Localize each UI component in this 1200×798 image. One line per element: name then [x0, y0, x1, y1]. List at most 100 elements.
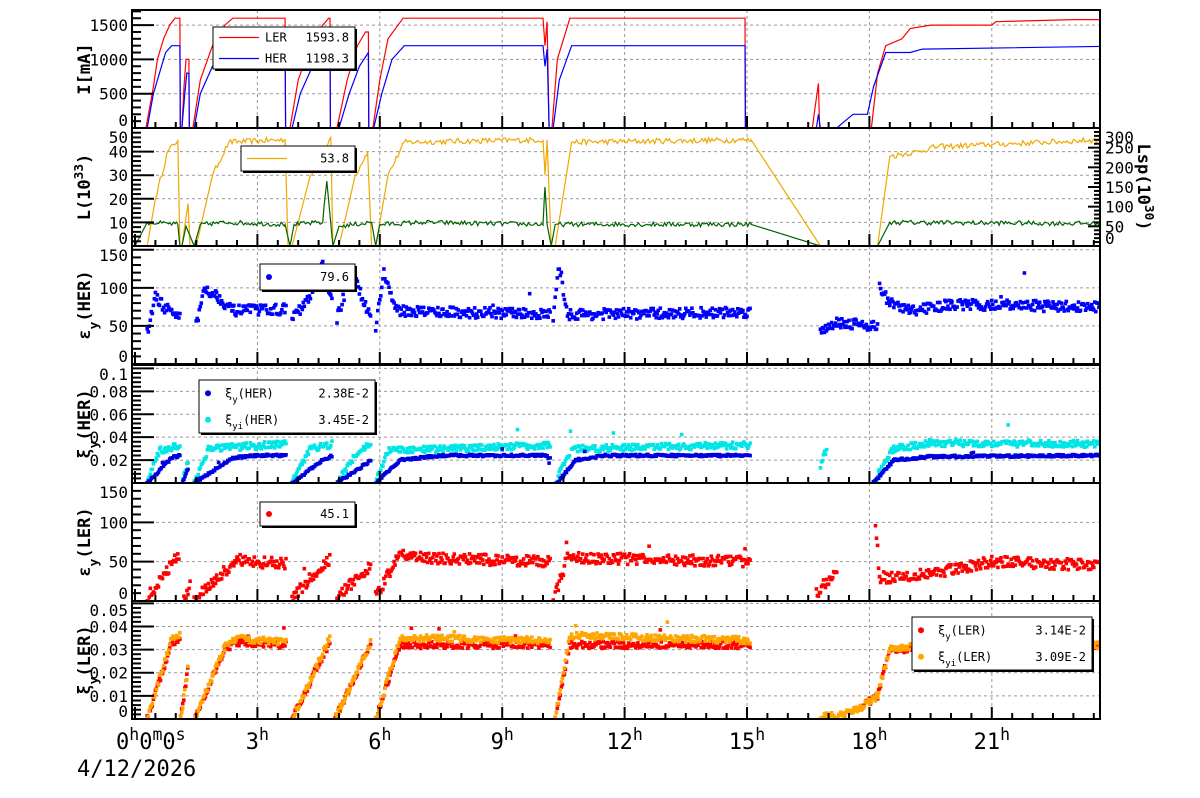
data-point-epsy_HER — [1072, 303, 1077, 307]
data-point-epsy_HER — [864, 322, 869, 327]
data-point-xiyi_LER — [479, 640, 483, 644]
data-point-xiyi_LER — [408, 637, 413, 642]
data-point-epsy_HER — [1021, 305, 1026, 310]
data-point-xiyi_HER — [593, 444, 597, 448]
data-point-xiyi_HER — [1070, 444, 1075, 449]
data-point-epsy_HER — [829, 320, 834, 325]
y-tick-label: 100 — [99, 513, 128, 532]
data-point-epsy_HER — [993, 307, 997, 311]
subscript: y — [87, 440, 102, 448]
data-point-xiyi_HER — [625, 446, 630, 450]
data-point-epsy_HER — [310, 290, 315, 294]
data-point-epsy_HER — [397, 305, 401, 310]
data-point-xiyi_HER — [221, 443, 226, 447]
data-point-xiyi_HER — [224, 443, 228, 447]
data-point-xiyi_HER — [309, 446, 314, 451]
data-point-xiy_LER — [408, 643, 413, 647]
data-point-xiy_LER — [162, 666, 167, 670]
data-point-xiyi_HER — [747, 443, 751, 448]
data-point-xiy_LER — [726, 644, 731, 648]
data-point-epsy_LER — [576, 551, 581, 555]
data-point-epsy_LER — [381, 587, 385, 592]
data-point-xiyi_HER — [232, 445, 236, 449]
data-point-xiyi_HER — [1013, 440, 1018, 445]
data-point-xiy_LER — [253, 644, 258, 648]
data-point-xiy_LER — [486, 643, 490, 648]
data-point-xiy_LER — [616, 645, 621, 650]
data-point-xiyi_HER — [591, 444, 595, 448]
data-point-xiyi_LER — [478, 636, 482, 640]
data-point-xiyi_HER — [488, 447, 492, 451]
data-point-xiy_LER — [679, 645, 684, 649]
data-point-epsy_LER — [636, 553, 640, 558]
data-point-xiy_LER — [228, 647, 232, 652]
data-point-epsy_HER — [561, 293, 566, 297]
data-point-epsy_LER — [411, 550, 416, 555]
data-point-epsy_LER — [464, 560, 469, 564]
data-point-epsy_HER — [667, 307, 672, 312]
data-point-epsy_LER — [1026, 556, 1031, 560]
data-point-epsy_HER — [827, 323, 832, 327]
data-point-xiyi_HER — [450, 448, 454, 452]
data-point-xiyi_HER — [201, 459, 206, 464]
data-point-xiyi_HER — [216, 445, 221, 450]
data-point-xiyi_HER — [207, 447, 212, 452]
data-point-epsy_LER — [257, 561, 262, 566]
data-point-xiy_LER — [588, 640, 592, 645]
data-point-xiyi_HER — [546, 440, 550, 445]
data-point-xiy_HER — [876, 476, 881, 480]
data-point-epsy_LER — [386, 568, 390, 572]
data-point-epsy_HER — [871, 319, 876, 324]
data-point-epsy_LER — [203, 583, 208, 587]
data-point-xiy_LER — [485, 640, 489, 644]
data-point-epsy_LER — [392, 559, 396, 564]
data-point-epsy_HER — [1019, 306, 1024, 311]
data-point-xiyi_HER — [457, 443, 462, 448]
data-point-xiyi_LER — [335, 714, 339, 718]
data-point-epsy_HER — [715, 314, 720, 318]
data-point-xiy_HER — [557, 479, 562, 483]
data-point-epsy_LER — [227, 570, 231, 574]
data-point-epsy_HER — [1073, 307, 1078, 311]
data-point-xiyi_HER — [1003, 439, 1007, 444]
data-point-xiyi_LER — [457, 633, 462, 638]
data-point-xiy_LER — [677, 642, 682, 646]
data-point-epsy_LER — [1013, 563, 1018, 567]
data-point-epsy_LER — [571, 553, 576, 557]
data-point-epsy_HER — [373, 329, 378, 333]
data-point-epsy_HER — [648, 309, 652, 314]
data-point-epsy_HER — [400, 312, 404, 317]
data-point-epsy_HER — [451, 305, 455, 310]
data-point-epsy_HER — [859, 321, 863, 326]
data-point-epsy_HER — [164, 308, 169, 313]
data-point-xiyi_LER — [345, 691, 349, 696]
data-point-xiyi_HER — [209, 448, 214, 452]
data-point-epsy_LER — [607, 556, 612, 561]
data-point-xiy_LER — [687, 642, 691, 646]
data-point-epsy_HER — [304, 298, 309, 302]
data-point-xiy_LER — [712, 642, 717, 647]
data-point-xiyi_LER — [301, 696, 306, 700]
data-point-epsy_LER — [824, 577, 829, 582]
y-tick-label: 0.06 — [89, 405, 128, 424]
data-point-epsy_LER — [493, 562, 497, 567]
panel-frame — [131, 482, 1101, 602]
data-point-xiyi_LER — [339, 706, 343, 710]
data-point-epsy_HER — [1029, 308, 1034, 312]
data-point-xiyi_HER — [240, 446, 244, 451]
data-point-epsy_LER — [412, 553, 417, 558]
data-point-epsy_LER — [301, 583, 306, 588]
data-point-xiyi_HER — [280, 443, 284, 447]
data-point-xiyi_LER — [167, 642, 172, 647]
data-point-xiyi_LER — [446, 634, 450, 638]
data-point-epsy_LER — [877, 574, 882, 579]
data-point-epsy_HER — [483, 306, 487, 310]
data-point-xiyi_HER — [276, 440, 280, 444]
data-point-epsy_LER — [201, 592, 206, 597]
data-point-xiy_LER — [226, 647, 230, 651]
data-point-epsy_HER — [487, 308, 491, 312]
data-point-epsy_LER — [537, 563, 541, 568]
data-point-xiyi_HER — [824, 447, 829, 452]
data-point-xiyi_HER — [343, 467, 347, 471]
data-point-xiyi_HER — [984, 442, 989, 447]
